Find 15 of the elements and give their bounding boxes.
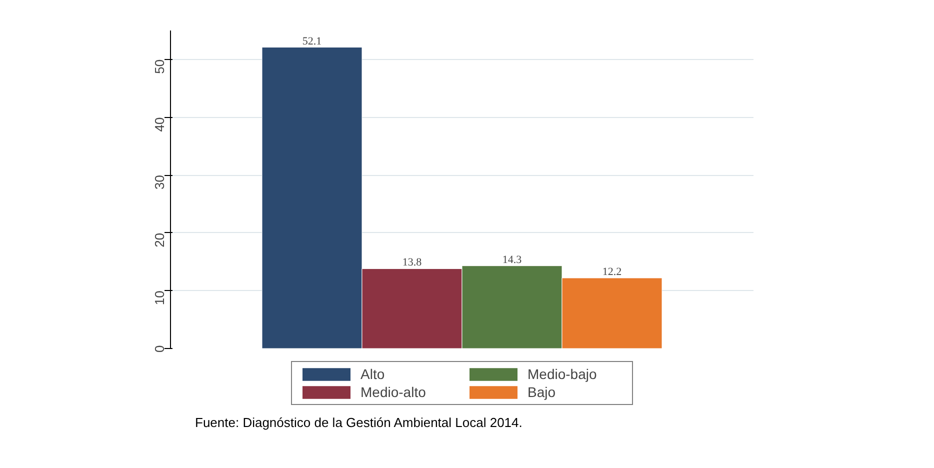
y-tick-label: 40 (152, 117, 167, 132)
data-label: 13.8 (402, 256, 422, 269)
data-label: 14.3 (502, 254, 522, 266)
y-tick-label: 30 (152, 175, 167, 190)
y-tick-label: 50 (152, 59, 167, 74)
data-label: 12.2 (602, 266, 622, 278)
legend-label: Medio-alto (360, 384, 427, 400)
data-label: 52.1 (302, 35, 322, 48)
legend-label: Alto (360, 366, 386, 382)
legend-label: Bajo (528, 384, 557, 400)
source-note: Fuente: Diagnóstico de la Gestión Ambiental Local 2014. (195, 414, 522, 432)
legend-label: Medio-bajo (528, 366, 598, 382)
y-tick-label: 10 (152, 290, 167, 306)
y-tick-label: 0 (152, 345, 167, 352)
y-tick-label: 20 (152, 232, 167, 248)
